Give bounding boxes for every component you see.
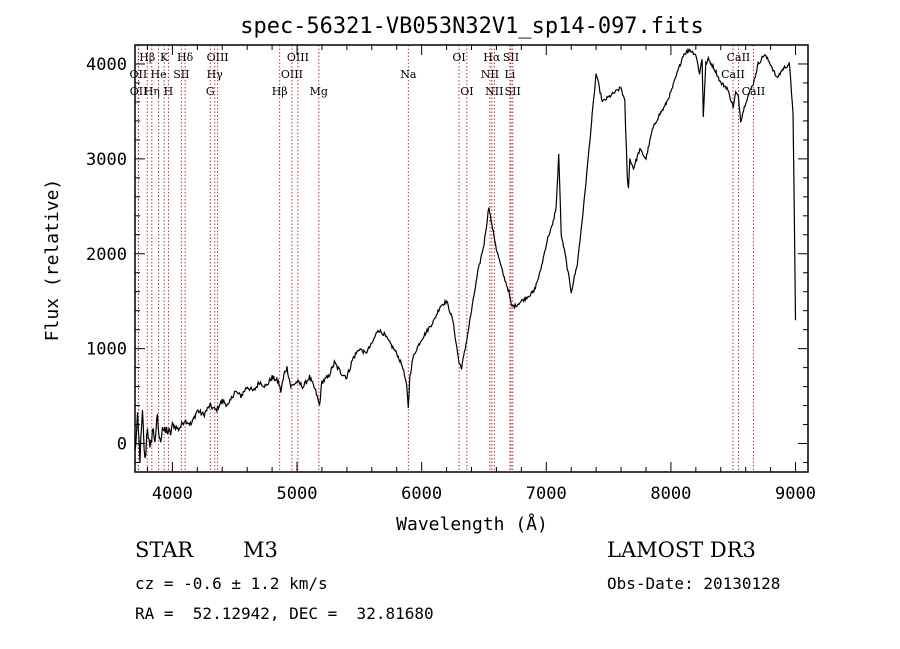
line-marker-label: OIII xyxy=(281,68,303,81)
y-axis-label: Flux (relative) xyxy=(42,179,63,342)
redshift-cz: cz = -0.6 ± 1.2 km/s xyxy=(135,574,328,593)
ra-dec-coordinates: RA = 52.12942, DEC = 32.81680 xyxy=(135,604,434,623)
x-tick-label: 9000 xyxy=(775,484,816,504)
line-marker-label: He xyxy=(151,68,167,81)
x-axis-label: Wavelength (Å) xyxy=(396,513,548,535)
x-tick-label: 7000 xyxy=(526,484,567,504)
y-tick-label: 3000 xyxy=(86,150,127,170)
observation-date: Obs-Date: 20130128 xyxy=(607,574,781,593)
x-tick-label: 8000 xyxy=(650,484,691,504)
line-marker-label: OIII xyxy=(207,51,229,64)
spectrum-series-line xyxy=(134,47,797,463)
y-tick-label: 0 xyxy=(117,435,127,455)
line-marker-label: CaII xyxy=(742,85,766,98)
line-marker-label: OI xyxy=(452,51,465,64)
line-marker-label: Hη xyxy=(144,85,160,98)
line-marker-label: OII xyxy=(130,85,148,98)
line-marker-label: SII xyxy=(173,68,189,81)
line-marker-label: Na xyxy=(400,68,417,81)
x-tick-label: 6000 xyxy=(401,484,442,504)
plot-frame xyxy=(134,44,809,473)
line-marker-label: OI xyxy=(460,85,473,98)
line-marker-label: SII xyxy=(505,85,521,98)
line-marker-label: Hγ xyxy=(207,68,224,81)
survey-name: LAMOST DR3 xyxy=(607,538,756,562)
line-marker-label: CaII xyxy=(721,68,745,81)
line-marker-label: Li xyxy=(504,68,515,81)
object-subclass: M3 xyxy=(243,538,278,562)
x-tick-label: 5000 xyxy=(277,484,318,504)
line-marker-label: SII xyxy=(503,51,519,64)
x-axis-ticks: 4000 5000 6000 7000 8000 9000 xyxy=(146,45,816,504)
line-marker-label: NII xyxy=(481,68,499,81)
line-marker-label: OIII xyxy=(287,51,309,64)
line-marker-label: NII xyxy=(485,85,503,98)
line-marker-label: G xyxy=(206,85,215,98)
line-marker-label: Hβ xyxy=(139,51,155,64)
y-tick-label: 1000 xyxy=(86,340,127,360)
object-class: STAR xyxy=(135,538,194,562)
chart-title: spec-56321-VB053N32V1_sp14-097.fits xyxy=(240,14,704,39)
x-tick-label: 4000 xyxy=(152,484,193,504)
line-marker-label: Hα xyxy=(483,51,501,64)
line-marker-label: CaII xyxy=(727,51,751,64)
y-tick-label: 4000 xyxy=(86,55,127,75)
line-marker-label: H xyxy=(164,85,174,98)
line-marker-label: Hβ xyxy=(272,85,288,98)
line-marker-label: Hδ xyxy=(177,51,194,64)
line-marker-label: Mg xyxy=(310,85,328,98)
y-axis-ticks: 0 1000 2000 3000 4000 xyxy=(86,44,808,464)
line-marker-label: K xyxy=(160,51,169,64)
y-tick-label: 2000 xyxy=(86,245,127,265)
